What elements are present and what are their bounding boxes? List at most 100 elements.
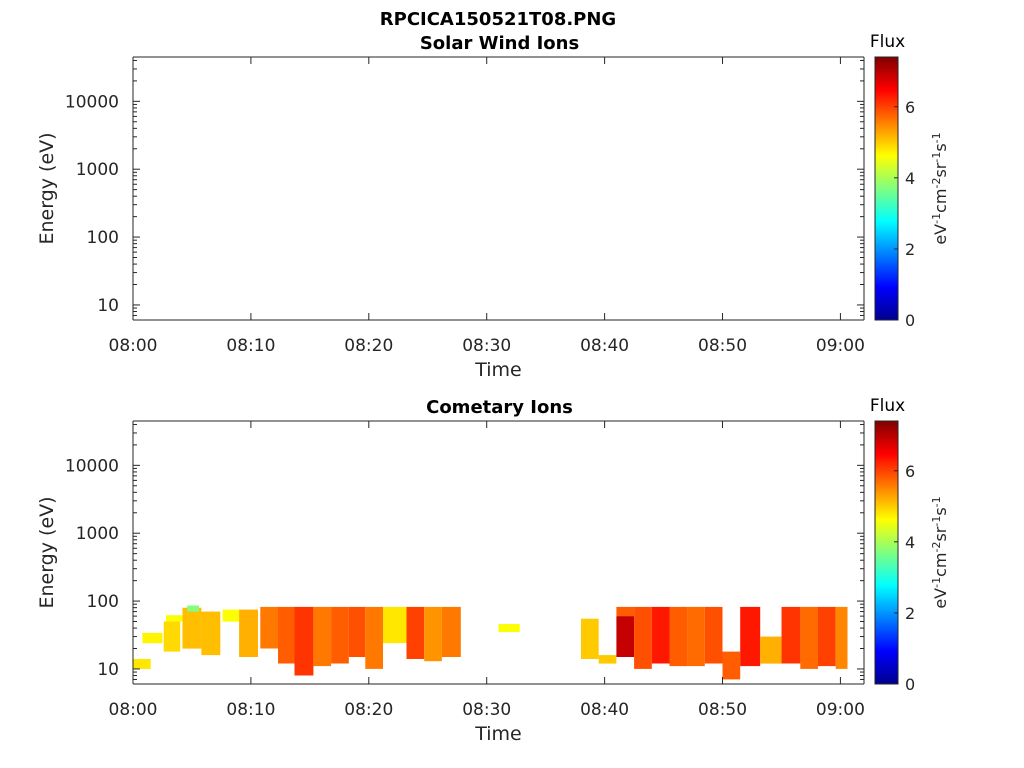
units-exponent: -1 <box>930 213 943 224</box>
panel-solar-wind-ions: Solar Wind Ions 08:00 08:10 08:20 08:30 08:40… <box>36 32 950 381</box>
spectrogram-cell <box>201 611 221 656</box>
spectrogram-cell <box>278 606 295 664</box>
units-base: eV <box>931 588 950 609</box>
panel-title: Solar Wind Ions <box>420 33 579 54</box>
spectrogram-cell <box>498 624 520 633</box>
y-tick-label: 1000 <box>76 524 119 544</box>
units-base: eV <box>931 224 950 245</box>
x-axis-label: Time <box>474 723 522 745</box>
units-exponent: -1 <box>930 516 943 527</box>
colorbar-tick-label: 0 <box>905 311 915 330</box>
figure-title: RPCICA150521T08.PNG <box>380 9 616 30</box>
x-tick-label: 08:00 <box>109 336 158 356</box>
x-tick-label: 09:00 <box>816 336 865 356</box>
colorbar-gradient <box>874 420 899 685</box>
y-axis-label: Energy (eV) <box>36 496 58 608</box>
y-tick-label: 10 <box>97 660 119 680</box>
colorbar-tick-label: 2 <box>905 604 915 623</box>
spectrogram-cell <box>818 606 836 667</box>
spectrogram-cell <box>313 606 332 667</box>
y-axis-label: Energy (eV) <box>36 132 58 244</box>
spectrogram-cell <box>800 606 818 669</box>
spectrogram-cell <box>634 606 652 669</box>
spectrogram-cell <box>187 605 199 612</box>
spectrogram-cell <box>598 655 617 664</box>
x-tick-label: 08:10 <box>226 336 275 356</box>
colorbar-tick-label: 0 <box>905 675 915 694</box>
x-tick-label: 08:10 <box>226 700 275 720</box>
units-base: s <box>931 143 950 151</box>
spectrogram-cell <box>581 618 599 659</box>
spectrogram-cell <box>294 606 314 676</box>
spectrogram-cell <box>383 606 407 644</box>
colorbar-tick-label: 2 <box>905 240 915 259</box>
spectrogram-cell <box>441 606 461 657</box>
spectrogram-cell <box>182 607 202 649</box>
spectrogram-cell <box>740 606 761 667</box>
x-tick-label: 08:50 <box>698 336 747 356</box>
colorbar-title: Flux <box>870 396 905 416</box>
units-exponent: -2 <box>930 178 943 189</box>
spectrogram-cell <box>669 606 688 667</box>
spectrogram-cell <box>166 615 183 622</box>
units-base: cm <box>931 553 950 577</box>
spectrogram-cell <box>163 621 181 652</box>
spectrogram-cell <box>835 606 848 669</box>
units-base: sr <box>931 162 950 177</box>
units-exponent: -1 <box>930 577 943 588</box>
units-exponent: -1 <box>930 152 943 163</box>
x-tick-label: 09:00 <box>816 700 865 720</box>
x-tick-label: 08:50 <box>698 700 747 720</box>
y-tick-label: 1000 <box>76 160 119 180</box>
x-tick-label: 08:20 <box>344 336 393 356</box>
spectrogram-cell <box>133 659 151 669</box>
spectrogram-cell <box>222 609 240 622</box>
x-tick-label: 08:30 <box>462 336 511 356</box>
x-tick-label: 08:40 <box>580 700 629 720</box>
y-tick-label: 10 <box>97 296 119 316</box>
spectrogram-cell <box>424 606 442 662</box>
spectrogram-cell <box>239 609 258 657</box>
units-base: s <box>931 507 950 515</box>
spectrogram-cell <box>760 636 782 664</box>
colorbar-tick-label: 6 <box>905 462 915 481</box>
colorbar-gradient <box>874 56 899 321</box>
panel-cometary-ions: Cometary Ions 08:00 08:10 08:20 08:30 08:40 08… <box>36 396 950 745</box>
units-exponent: -2 <box>930 542 943 553</box>
units-exponent: -1 <box>930 132 943 143</box>
spectrogram-cells <box>133 605 848 680</box>
y-tick-label: 10000 <box>65 92 119 112</box>
x-tick-label: 08:40 <box>580 336 629 356</box>
spectrogram-cell <box>260 606 278 649</box>
spectrogram-cell <box>348 606 366 657</box>
spectrogram-cell <box>781 606 801 664</box>
colorbar-tick-label: 4 <box>905 169 915 188</box>
spectrogram-cell <box>687 606 705 667</box>
spectrogram-cell <box>365 606 383 669</box>
spectrogram-cell <box>406 606 425 659</box>
colorbar-tick-label: 6 <box>905 98 915 117</box>
y-tick-label: 10000 <box>65 456 119 476</box>
units-exponent: -1 <box>930 496 943 507</box>
spectrogram-cell <box>331 606 349 664</box>
colorbar-units-label: eV-1cm-2sr-1s-1 <box>930 132 950 244</box>
colorbar-title: Flux <box>870 32 905 52</box>
spectrogram-cell <box>722 651 741 680</box>
x-tick-label: 08:00 <box>109 700 158 720</box>
spectrogram-cell <box>651 606 670 664</box>
spectrogram-cell <box>616 606 635 617</box>
colorbar-tick-label: 4 <box>905 533 915 552</box>
spectrogram-cell <box>704 606 723 664</box>
x-tick-label: 08:30 <box>462 700 511 720</box>
spectrogram-cell <box>616 616 635 657</box>
spectrogram-cell <box>142 632 163 644</box>
x-axis-label: Time <box>474 359 522 381</box>
panel-title: Cometary Ions <box>426 397 573 418</box>
y-tick-label: 100 <box>87 592 119 612</box>
units-base: cm <box>931 189 950 213</box>
units-base: sr <box>931 526 950 541</box>
y-tick-label: 100 <box>87 228 119 248</box>
